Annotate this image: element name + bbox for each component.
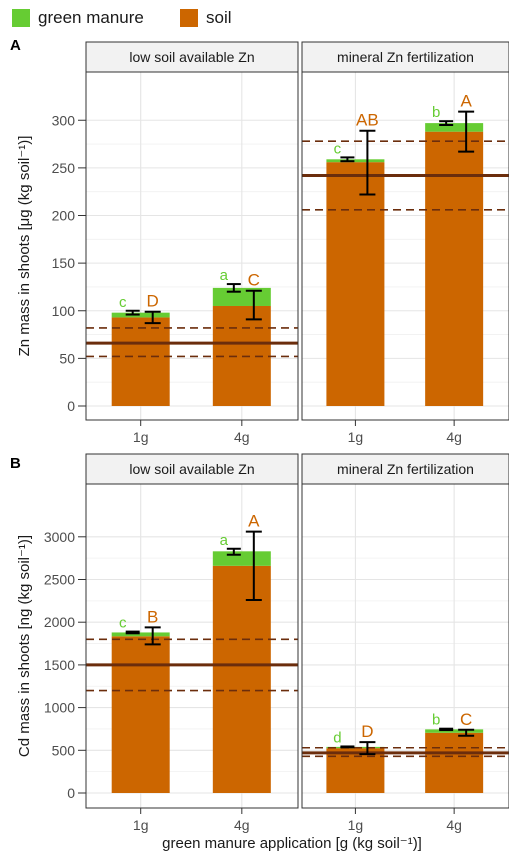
panel-b-y-tick-label: 2500 [44,572,75,588]
panel-a-facet-2-x-tick-label: 1g [348,429,364,445]
panel-b-facet-2-bar-4g-soil [425,732,484,793]
panel-a-facet-2-bar-1g-total-letter: c [334,140,342,157]
panel-a-facet-2-strip-title: mineral Zn fertilization [337,49,474,65]
panel-a-y-tick-label: 100 [52,303,76,319]
panel-b-y-tick-label: 0 [67,785,75,801]
legend-label-green-manure: green manure [38,8,144,27]
panel-a-facet-1-bar-1g-total-letter: c [119,294,127,311]
panel-a-facet-2-x-tick-label: 4g [446,429,462,445]
panel-b-facet-2-bar-4g-total-letter: b [432,712,440,729]
panel-a-y-tick-label: 0 [67,398,75,414]
panel-b-facet-1: low soil available Zn c Ba A 1g 4g [85,453,299,833]
panel-a-facet-2-bar-1g-green-manure [326,159,385,163]
panel-a-facet-2-bar-4g-green-manure [425,123,484,132]
panel-b-facet-2: mineral Zn fertilization d Db C 1g 4g [301,453,509,833]
panel-b-facet-2-bar-1g-soil-letter: D [361,722,373,741]
panel-a-label: A [10,37,21,54]
panel-b-facet-2-bar-4g-soil-letter: C [460,710,472,729]
panel-a-facet-1-strip [85,41,299,73]
panel-b-facet-1-x-tick-label: 1g [133,817,149,833]
panel-a-y-axis-title: Zn mass in shoots [μg (kg soil⁻¹)] [16,136,33,357]
panel-a-facet-1-strip-title: low soil available Zn [129,49,254,65]
panel-a-facet-1-bar-1g-green-manure [111,312,170,318]
panel-b-y-tick-label: 3000 [44,529,75,545]
panel-b-facet-1-bar-4g-soil-letter: A [248,512,260,531]
panel-b-y-tick-label: 1000 [44,700,75,716]
panel-b-facet-2-x-tick-label: 4g [446,817,462,833]
panel-a-facet-1-bar-1g-soil [111,317,170,406]
panel-a-facet-2-bar-1g-soil [326,162,385,406]
panel-b-y-tick-label: 500 [52,742,76,758]
panel-a-facet-1-x-tick-label: 1g [133,429,149,445]
panel-b-y-axis-title: Cd mass in shoots [ng (kg soil⁻¹)] [16,535,33,757]
panel-a-facet-2-strip [301,41,509,73]
panel-b-facet-2-bar-4g-green-manure [425,729,484,733]
panel-a-y-tick-label: 200 [52,208,76,224]
panel-a-facet-1-bar-1g-soil-letter: D [147,292,159,311]
panel-b-facet-1-bar-1g-soil-letter: B [147,607,158,626]
legend-swatch-soil [180,9,198,27]
panel-b-y-tick-label: 1500 [44,657,75,673]
panel-b-facet-1-strip-title: low soil available Zn [129,461,254,477]
panel-b-facet-2-bar-1g-soil [326,748,385,793]
legend-swatch-green-manure [12,9,30,27]
panel-a-facet-2: mineral Zn fertilization c AB b A 1g 4g [301,41,509,445]
panel-a-facet-2-bar-4g-soil [425,131,484,406]
panel-b-facet-1-bar-4g-green-manure [212,551,271,566]
panel-a-facet-1: low soil available Zn c Da C 1g 4g [85,41,299,445]
legend-label-soil: soil [206,8,232,27]
panel-b-facet-1-x-tick-label: 4g [234,817,250,833]
panel-a-y-tick-label: 150 [52,255,76,271]
panel-b-facet-1-bar-4g-total-letter: a [220,532,229,549]
panel-a-facet-1-panel-border [85,71,299,421]
panel-b-label: B [10,455,21,472]
panel-b-facet-1-panel-border [85,483,299,809]
x-axis-title: green manure application [g (kg soil⁻¹)] [162,835,422,852]
panel-a-facet-1-bar-4g-soil-letter: C [248,271,260,290]
panel-a-facet-2-bar-4g-soil-letter: A [460,92,472,111]
panel-a-facet-1-bar-4g-total-letter: a [220,267,229,284]
legend-item-soil: soil [180,8,232,28]
panel-a-facet-2-bar-1g-soil-letter: AB [356,111,379,130]
panel-a-facet-2-bar-4g-total-letter: b [432,104,440,121]
panel-b-facet-2-strip-title: mineral Zn fertilization [337,461,474,477]
panel-a-y-tick-label: 50 [59,350,75,366]
panel-a-y-tick-label: 250 [52,160,76,176]
panel-b-facet-2-x-tick-label: 1g [348,817,364,833]
panel-b-facet-1-bar-1g-green-manure [111,632,170,637]
panel-b-facet-2-bar-1g-total-letter: d [333,729,341,746]
panel-b-facet-1-strip [85,453,299,485]
panel-b-facet-1-bar-4g-soil [212,565,271,793]
legend-item-green-manure: green manure [12,8,144,28]
panel-b-y-tick-label: 2000 [44,614,75,630]
panel-b-facet-2-panel-border [301,483,509,809]
panel-a-facet-1-bar-4g-green-manure [212,287,271,306]
panel-a-y-tick-label: 300 [52,112,76,128]
panel-a-facet-1-x-tick-label: 4g [234,429,250,445]
panel-a-facet-2-panel-border [301,71,509,421]
panel-b-facet-1-bar-1g-total-letter: c [119,615,127,632]
panel-b-facet-1-bar-1g-soil [111,636,170,793]
